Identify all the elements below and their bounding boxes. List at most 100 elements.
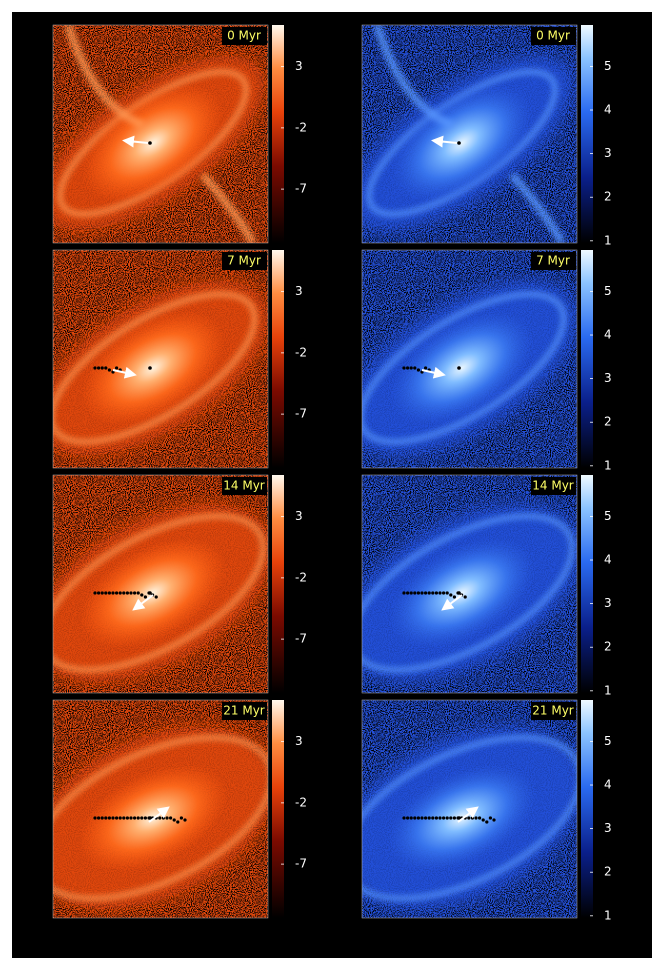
panel-frame [361, 249, 578, 469]
trajectory-dot [129, 591, 133, 595]
trajectory-dot [104, 366, 108, 370]
colorbar-tick-label: -2 [295, 120, 307, 134]
colorbar-tick-label: 5 [604, 734, 612, 748]
trajectory-dot [107, 591, 111, 595]
velocity-arrow [112, 366, 137, 379]
time-label-box [222, 477, 267, 495]
time-label: 14 Myr [223, 479, 265, 493]
velocity-arrow [421, 366, 446, 379]
trajectory-dot [402, 591, 406, 595]
trajectory-dot [97, 816, 101, 820]
black-hole [457, 591, 461, 595]
colorbar-tick-label: -7 [295, 407, 307, 421]
trajectory-dot [115, 591, 119, 595]
tidal-stream [64, 25, 257, 243]
colorbar-tick-label: 1 [604, 458, 612, 472]
time-label-box [222, 702, 267, 720]
trajectory-dot [463, 595, 467, 599]
panel-frame [52, 474, 269, 694]
colorbar-tick-label: 5 [604, 509, 612, 523]
colorbar-tick-label: 3 [604, 146, 612, 160]
time-label-box [222, 252, 267, 270]
snapshot-panel [53, 475, 268, 693]
trajectory-dot [413, 366, 417, 370]
colorbar-tick-label: 2 [604, 865, 612, 879]
colorbar-tick-label: 1 [604, 908, 612, 922]
panel-frame [52, 24, 269, 244]
spiral-arm [362, 513, 576, 673]
trajectory-dot [485, 820, 489, 824]
time-label-box [531, 252, 576, 270]
trajectory-dot [478, 816, 482, 820]
trajectory-dot [452, 595, 456, 599]
trajectory-dot [402, 366, 406, 370]
snapshot-panel [362, 700, 577, 918]
trajectory-dot [111, 591, 115, 595]
trajectory-dot [158, 816, 162, 820]
trajectory-dot [169, 816, 173, 820]
trajectory-dot [100, 591, 104, 595]
panel-frame [361, 474, 578, 694]
trajectory-dot [136, 816, 140, 820]
trajectory-dot [470, 816, 474, 820]
snapshot-panel [362, 475, 577, 693]
trajectory-dot [416, 368, 420, 372]
trajectory-dot [420, 816, 424, 820]
trajectory-dot [409, 591, 413, 595]
velocity-arrow [431, 135, 458, 148]
trajectory-dot [115, 366, 119, 370]
trajectory-dot [438, 816, 442, 820]
trajectory-dot [183, 818, 187, 822]
trajectory-dot [107, 368, 111, 372]
disk-core [81, 310, 225, 426]
panel-frame [361, 24, 578, 244]
disk-core [79, 537, 227, 649]
black-hole [148, 141, 152, 145]
trajectory-dot [136, 591, 140, 595]
tidal-stream [373, 25, 566, 243]
trajectory-dot [442, 591, 446, 595]
velocity-arrow [457, 806, 479, 823]
trajectory-dot [431, 591, 435, 595]
trajectory-dot [118, 816, 122, 820]
colorbar-tick-label: 2 [604, 415, 612, 429]
panel-frame [361, 699, 578, 919]
colorbar [581, 25, 593, 243]
trajectory-dot [129, 816, 133, 820]
trajectory-dot [409, 366, 413, 370]
colorbar-tick-label: 1 [604, 233, 612, 247]
snapshot-panel [362, 250, 577, 468]
velocity-arrow [122, 135, 149, 148]
trajectory-dot [179, 816, 183, 820]
trajectory-dot [409, 816, 413, 820]
trajectory-dot [111, 816, 115, 820]
trajectory-dot [452, 816, 456, 820]
trajectory-dot [427, 816, 431, 820]
velocity-arrow [148, 806, 170, 823]
trajectory-dot [143, 595, 147, 599]
colorbar-tick-label: 3 [295, 284, 303, 298]
time-label-box [531, 477, 576, 495]
velocity-arrow [441, 594, 463, 611]
colorbar [272, 700, 284, 918]
trajectory-dot [93, 591, 97, 595]
trajectory-dot [402, 816, 406, 820]
colorbar-tick-label: 4 [604, 328, 612, 342]
colorbar-tick-label: 3 [295, 509, 303, 523]
snapshot-panel [362, 25, 577, 243]
trajectory-dot [97, 591, 101, 595]
trajectory-dot [438, 591, 442, 595]
trajectory-dot [122, 591, 126, 595]
colorbar-tick-label: -2 [295, 570, 307, 584]
black-hole [457, 816, 461, 820]
colorbar [581, 700, 593, 918]
trajectory-dot [413, 816, 417, 820]
disk-core [388, 537, 536, 649]
trajectory-dot [93, 816, 97, 820]
black-hole [148, 366, 152, 370]
trajectory-dot [118, 591, 122, 595]
trajectory-dot [427, 591, 431, 595]
trajectory-dot [406, 366, 410, 370]
trajectory-dot [107, 816, 111, 820]
